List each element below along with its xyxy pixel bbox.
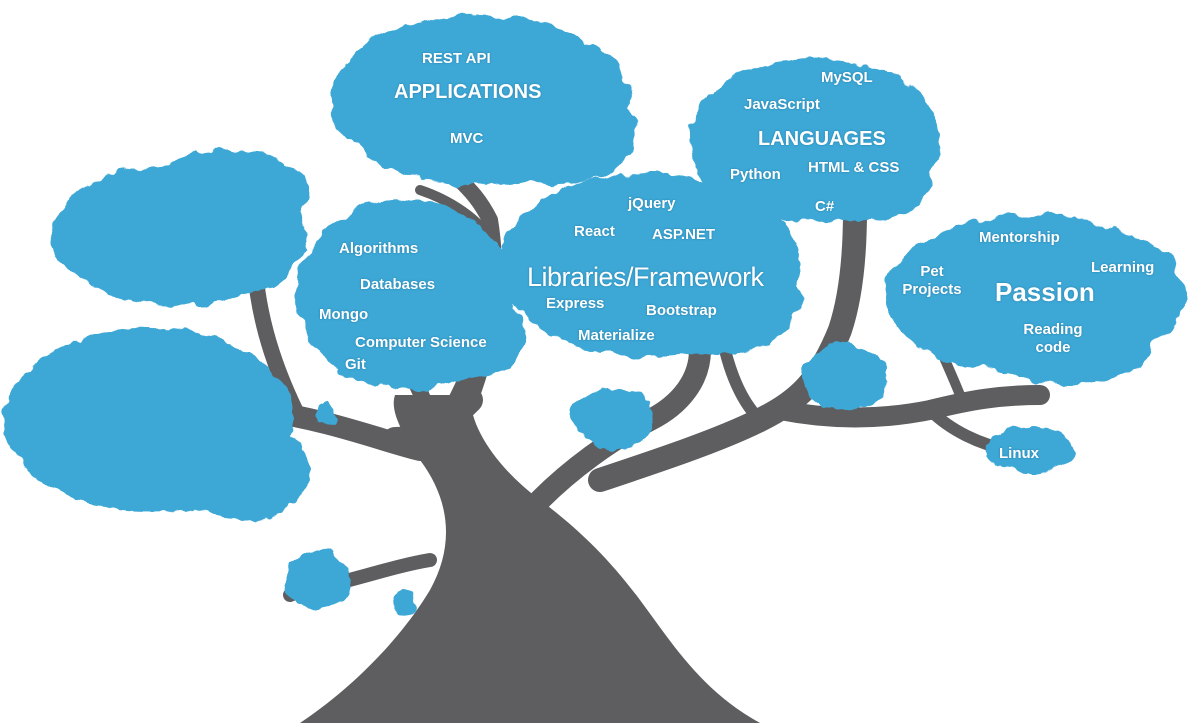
languages-item-javascript: JavaScript xyxy=(744,96,820,113)
applications-item-rest-api: REST API xyxy=(422,50,491,67)
passion-item-reading-code: Reading code xyxy=(1023,321,1083,356)
languages-item-html-css: HTML & CSS xyxy=(808,159,900,176)
languages-heading: LANGUAGES xyxy=(758,128,886,150)
fundamentals-item-databases: Databases xyxy=(360,276,436,293)
passion-item-learning: Learning xyxy=(1091,259,1155,276)
fundamentals-item-computer-science: Computer Science xyxy=(355,334,487,351)
libraries-item-express: Express xyxy=(546,295,605,312)
linux-item: Linux xyxy=(999,445,1039,462)
languages-item-csharp: C# xyxy=(815,198,835,215)
passion-item-pet-projects: Pet Projects xyxy=(902,263,962,298)
applications-heading: APPLICATIONS xyxy=(394,81,542,103)
passion-item-mentorship: Mentorship xyxy=(979,229,1060,246)
applications-item-mvc: MVC xyxy=(450,130,484,147)
languages-item-mysql: MySQL xyxy=(821,69,873,86)
libraries-item-jquery: jQuery xyxy=(628,195,676,212)
fundamentals-item-algorithms: Algorithms xyxy=(339,240,419,257)
fundamentals-item-git: Git xyxy=(345,356,366,373)
fundamentals-item-mongo: Mongo xyxy=(319,306,369,323)
libraries-item-bootstrap: Bootstrap xyxy=(646,302,717,319)
tree-foliage xyxy=(5,15,1185,614)
languages-item-python: Python xyxy=(730,166,781,183)
passion-heading: Passion xyxy=(995,277,1095,307)
libraries-heading: Libraries/Framework xyxy=(527,262,764,292)
libraries-item-aspnet: ASP.NET xyxy=(652,226,716,243)
libraries-item-materialize: Materialize xyxy=(578,327,655,344)
libraries-item-react: React xyxy=(574,223,615,240)
